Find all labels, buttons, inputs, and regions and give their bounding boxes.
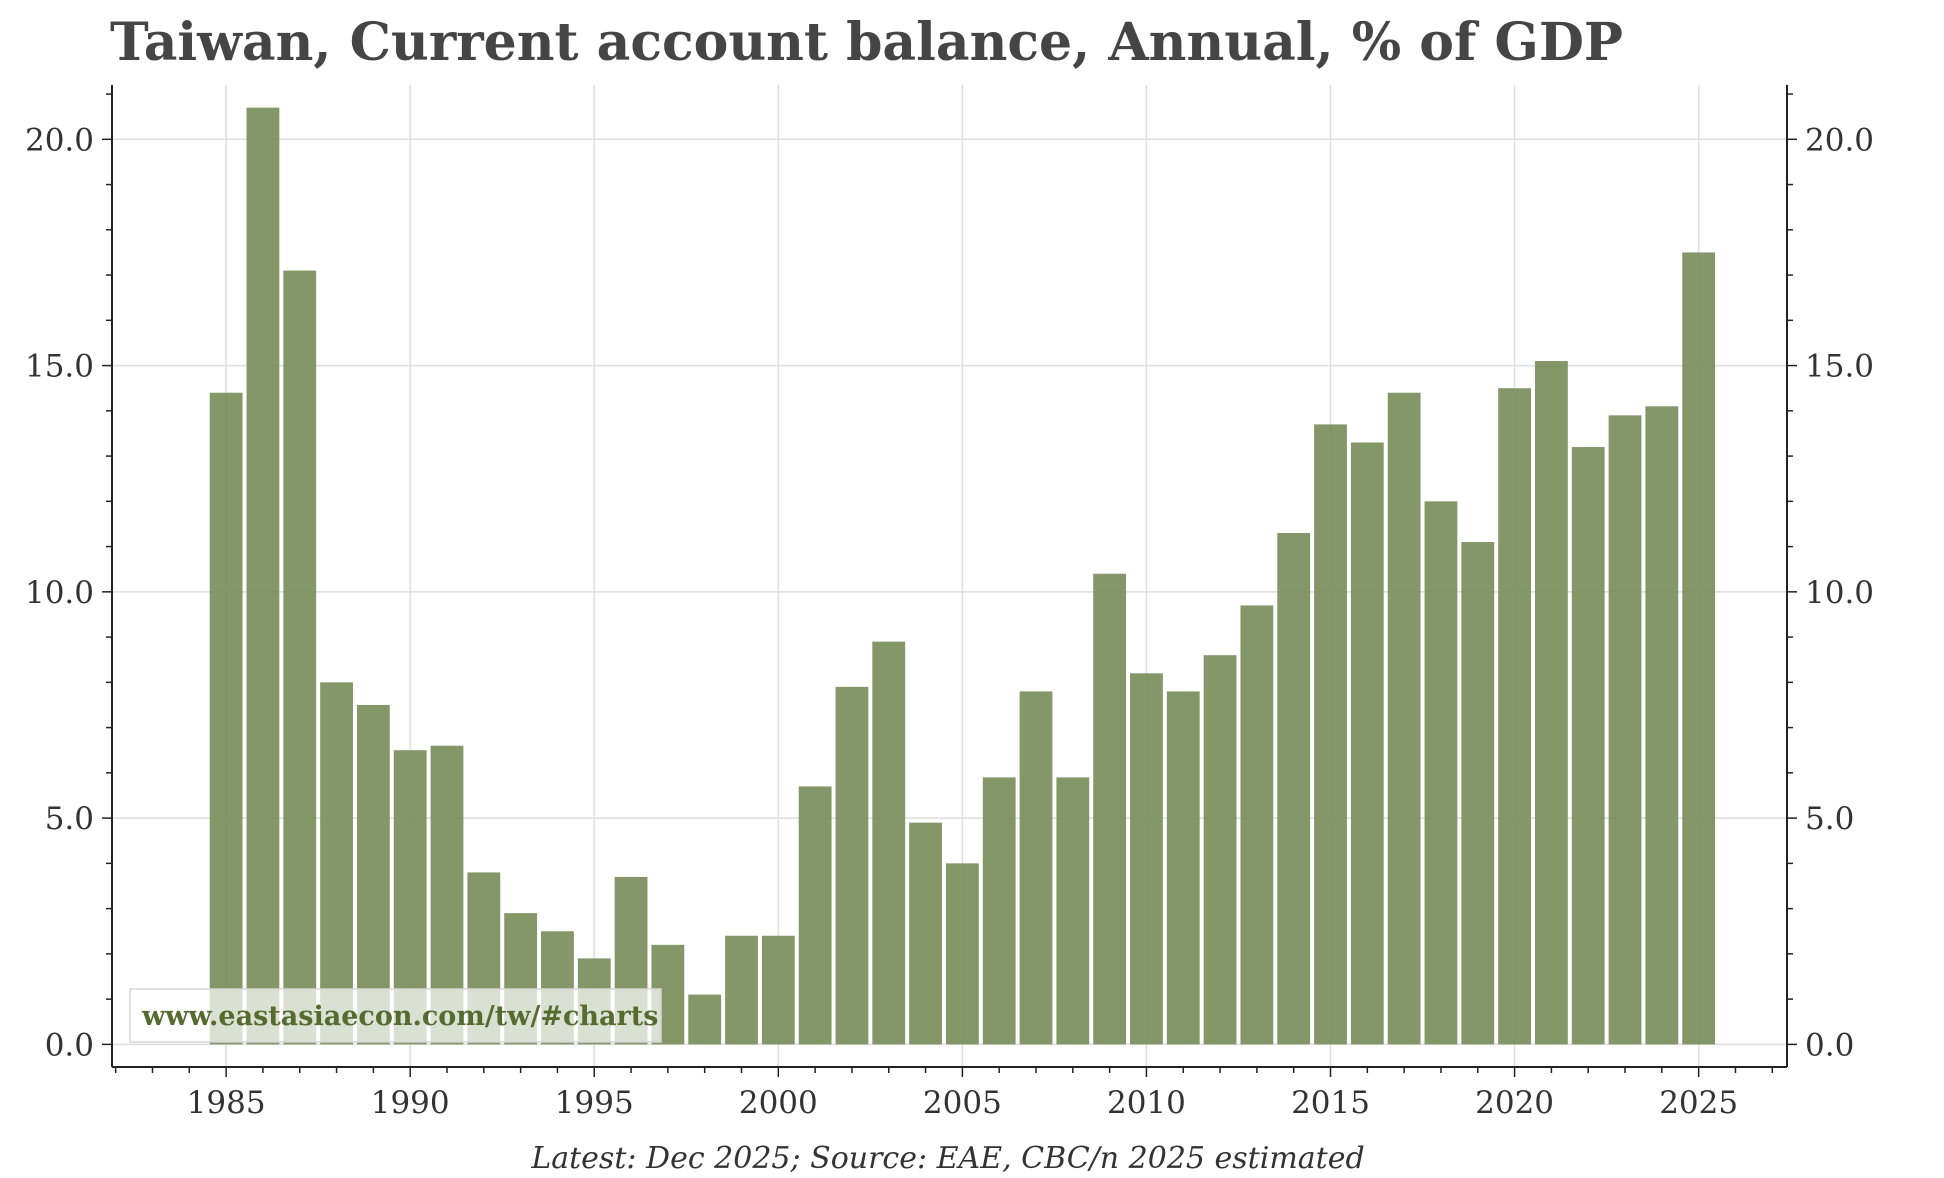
y-tick-label-left: 0.0 (45, 1027, 94, 1063)
bar-2006 (982, 777, 1016, 1045)
y-tick-label-left: 10.0 (25, 575, 94, 611)
bar-2017 (1387, 392, 1421, 1045)
x-tick-label: 2020 (1475, 1085, 1554, 1121)
bar-2005 (945, 863, 979, 1045)
bar-2002 (835, 686, 869, 1045)
y-tick-label-right: 20.0 (1805, 122, 1874, 158)
bar-2023 (1608, 415, 1642, 1045)
watermark-link[interactable]: www.eastasiaecon.com/tw/#charts (141, 1001, 658, 1032)
source-note: Latest: Dec 2025; Source: EAE, CBC/n 202… (530, 1141, 1364, 1176)
bar-2012 (1203, 655, 1237, 1045)
x-tick-label: 1990 (371, 1085, 450, 1121)
y-tick-label-right: 10.0 (1805, 575, 1874, 611)
bar-2013 (1240, 605, 1274, 1045)
x-tick-label: 2010 (1107, 1085, 1186, 1121)
axes: 0.0 0.0 5.0 5.0 10.0 10.0 15.0 15.0 20.0 20.0 1985… (25, 85, 1874, 1121)
bar-2011 (1166, 691, 1200, 1045)
bar-2024 (1645, 406, 1679, 1045)
watermark[interactable]: www.eastasiaecon.com/tw/#charts (129, 988, 662, 1043)
bar-2018 (1424, 501, 1458, 1045)
bar-2021 (1534, 361, 1568, 1045)
bar-1987 (283, 270, 317, 1045)
bar-2014 (1277, 533, 1311, 1045)
y-tick-label-right: 15.0 (1805, 349, 1874, 385)
bar-1989 (356, 704, 390, 1045)
bars (209, 107, 1716, 1045)
bar-2003 (872, 641, 906, 1045)
bar-2008 (1056, 777, 1090, 1045)
y-tick-label-left: 20.0 (25, 122, 94, 158)
chart-title: Taiwan, Current account balance, Annual,… (110, 12, 1623, 73)
bar-1985 (209, 392, 243, 1045)
x-tick-label: 1985 (187, 1085, 266, 1121)
bar-2022 (1571, 447, 1605, 1045)
bar-1999 (725, 935, 758, 1045)
x-tick-label: 2000 (739, 1085, 818, 1121)
x-tick-label: 2025 (1659, 1085, 1738, 1121)
watermark-box (129, 988, 662, 1043)
bar-1998 (688, 994, 722, 1045)
bar-2009 (1093, 573, 1127, 1045)
bar-2019 (1461, 542, 1495, 1045)
y-tick-label-left: 5.0 (45, 801, 94, 837)
x-tick-label: 2005 (923, 1085, 1002, 1121)
x-tick-label: 2015 (1291, 1085, 1370, 1121)
bar-2001 (798, 786, 832, 1045)
bar-2020 (1498, 388, 1531, 1045)
bar-2016 (1350, 442, 1384, 1045)
bar-2010 (1130, 673, 1163, 1045)
bar-2015 (1314, 424, 1347, 1045)
x-tick-label: 1995 (555, 1085, 634, 1121)
bar-1988 (320, 682, 353, 1045)
bar-2007 (1019, 691, 1053, 1045)
y-tick-label-right: 5.0 (1805, 801, 1854, 837)
bar-2000 (761, 935, 795, 1045)
bar-2025 (1682, 252, 1716, 1045)
y-tick-label-right: 0.0 (1805, 1027, 1854, 1063)
bar-1986 (246, 107, 280, 1045)
y-tick-label-left: 15.0 (25, 349, 94, 385)
bar-2004 (909, 822, 942, 1045)
